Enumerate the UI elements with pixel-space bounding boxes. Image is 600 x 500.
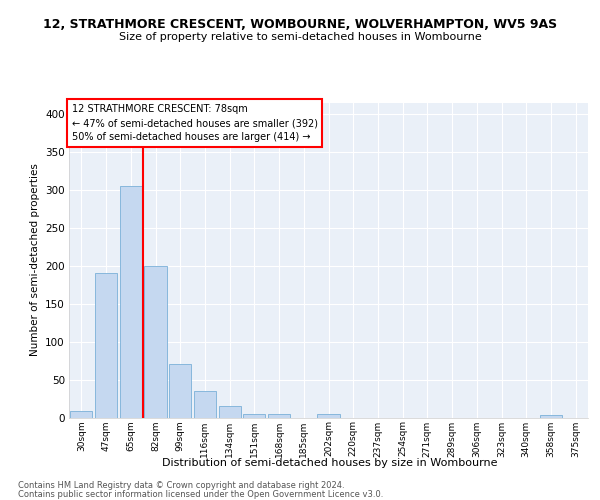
- Text: Contains public sector information licensed under the Open Government Licence v3: Contains public sector information licen…: [18, 490, 383, 499]
- Bar: [540, 415, 562, 418]
- Text: 12, STRATHMORE CRESCENT, WOMBOURNE, WOLVERHAMPTON, WV5 9AS: 12, STRATHMORE CRESCENT, WOMBOURNE, WOLV…: [43, 18, 557, 30]
- Bar: [218, 406, 241, 417]
- Bar: [268, 414, 290, 418]
- Bar: [95, 274, 117, 418]
- Text: Contains HM Land Registry data © Crown copyright and database right 2024.: Contains HM Land Registry data © Crown c…: [18, 481, 344, 490]
- Bar: [317, 414, 340, 418]
- Y-axis label: Number of semi-detached properties: Number of semi-detached properties: [29, 164, 40, 356]
- Text: Size of property relative to semi-detached houses in Wombourne: Size of property relative to semi-detach…: [119, 32, 481, 42]
- Bar: [169, 364, 191, 418]
- Bar: [194, 391, 216, 417]
- Bar: [145, 266, 167, 418]
- Text: 12 STRATHMORE CRESCENT: 78sqm
← 47% of semi-detached houses are smaller (392)
50: 12 STRATHMORE CRESCENT: 78sqm ← 47% of s…: [71, 104, 317, 142]
- Bar: [70, 412, 92, 418]
- Bar: [119, 186, 142, 418]
- Bar: [243, 414, 265, 418]
- Text: Distribution of semi-detached houses by size in Wombourne: Distribution of semi-detached houses by …: [162, 458, 498, 468]
